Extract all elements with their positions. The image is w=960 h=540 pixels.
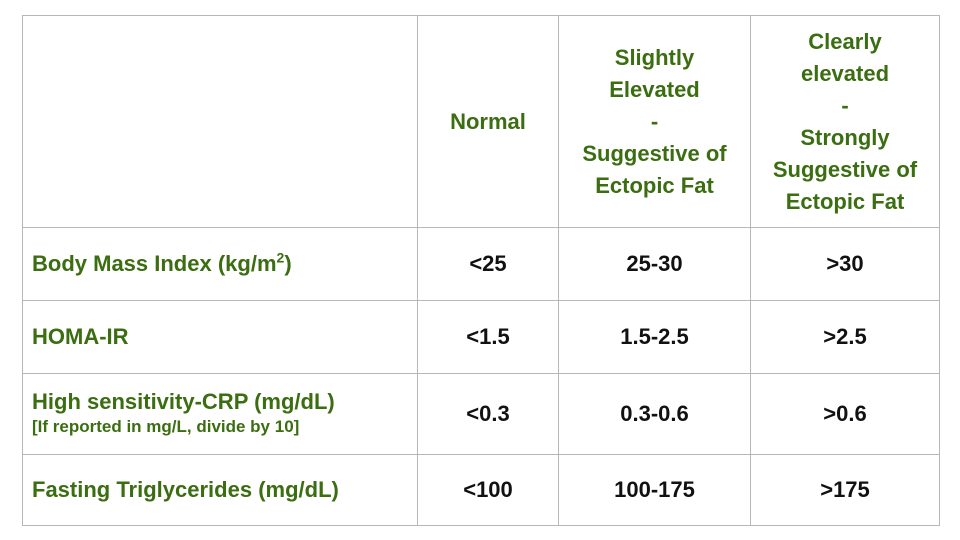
header-line: Slightly: [614, 44, 695, 70]
value-cell: >30: [750, 227, 940, 301]
value-cell: >2.5: [750, 300, 940, 374]
row-label-suffix: ): [284, 251, 292, 276]
row-label-cell: HOMA-IR: [22, 300, 418, 374]
header-line: Elevated: [609, 76, 700, 102]
value-cell: >0.6: [750, 373, 940, 455]
header-row: Normal Slightly Elevated - Suggestive of Ecto…: [22, 15, 940, 228]
criteria-table: Normal Slightly Elevated - Suggestive of Ecto…: [22, 15, 940, 526]
value-cell: 100-175: [558, 454, 751, 526]
value-cell: <1.5: [417, 300, 559, 374]
row-label: High sensitivity-CRP (mg/dL): [32, 389, 335, 414]
row-label: HOMA-IR: [32, 324, 129, 349]
value-cell: 0.3-0.6: [558, 373, 751, 455]
row-label: Body Mass Index (kg/m: [32, 251, 277, 276]
header-cell: [22, 15, 418, 228]
table-row: High sensitivity-CRP (mg/dL) [If reported…: [22, 373, 940, 455]
value-cell: <0.3: [417, 373, 559, 455]
header-line: -: [841, 92, 849, 118]
header-line: Normal: [450, 108, 526, 134]
header-line: Clearly: [808, 28, 882, 54]
table-container: Normal Slightly Elevated - Suggestive of Ecto…: [22, 15, 940, 526]
table-body: Body Mass Index (kg/m2) <25 25-30 >30 HOMA-I…: [22, 227, 940, 526]
header-line: Suggestive of: [582, 140, 727, 166]
header-line: Suggestive of: [772, 156, 918, 182]
value-cell: <100: [417, 454, 559, 526]
row-label: Fasting Triglycerides (mg/dL): [32, 477, 339, 502]
value-cell: 1.5-2.5: [558, 300, 751, 374]
row-label-cell: Body Mass Index (kg/m2): [22, 227, 418, 301]
header-line: Ectopic Fat: [595, 172, 714, 198]
header-line: elevated: [800, 60, 890, 86]
header-line: Strongly: [800, 124, 890, 150]
header-cell: Normal: [417, 15, 559, 228]
header-cell: Clearly elevated - Strongly Suggestive of Ect…: [750, 15, 940, 228]
superscript: 2: [276, 249, 285, 266]
row-label-cell: High sensitivity-CRP (mg/dL) [If reported…: [22, 373, 418, 455]
value-cell: 25-30: [558, 227, 751, 301]
header-cell: Slightly Elevated - Suggestive of Ectopic Fa…: [558, 15, 751, 228]
value-cell: >175: [750, 454, 940, 526]
row-note: [If reported in mg/L, divide by 10]: [32, 417, 300, 436]
table-row: HOMA-IR <1.5 1.5-2.5 >2.5: [22, 300, 940, 374]
value-cell: <25: [417, 227, 559, 301]
table-row: Fasting Triglycerides (mg/dL) <100 100-175…: [22, 454, 940, 526]
header-line: -: [650, 108, 659, 134]
row-label-cell: Fasting Triglycerides (mg/dL): [22, 454, 418, 526]
header-line: Ectopic Fat: [785, 188, 905, 214]
table-row: Body Mass Index (kg/m2) <25 25-30 >30: [22, 227, 940, 301]
